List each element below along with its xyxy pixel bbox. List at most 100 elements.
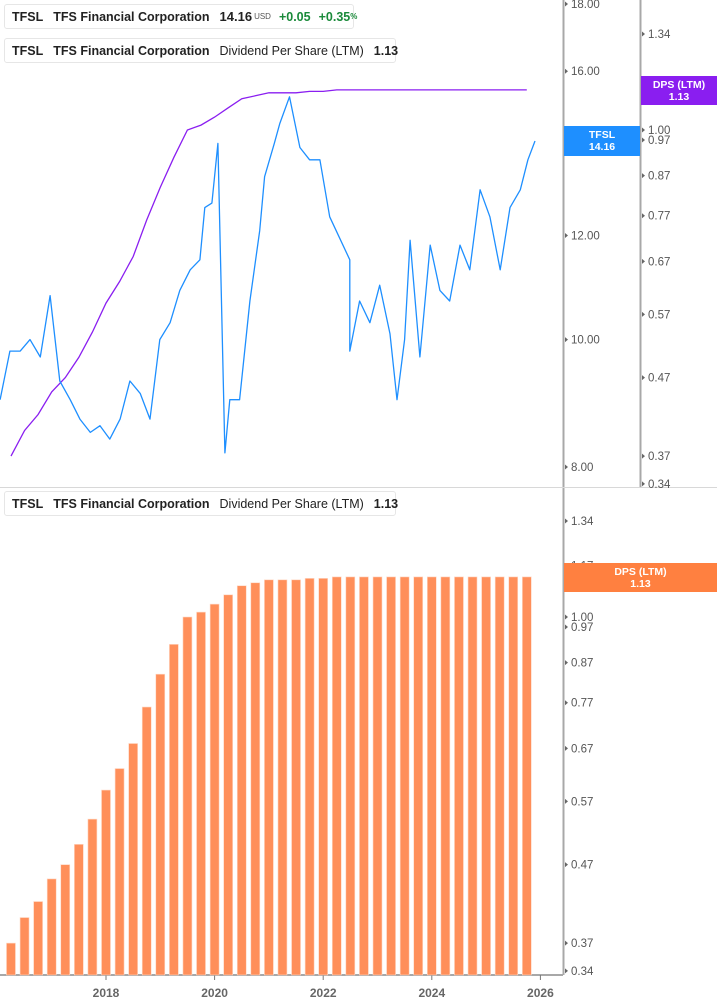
dps-bar — [74, 844, 84, 976]
price-tick-label: 18.00 — [571, 0, 600, 11]
bottom-y-tick-label: 0.34 — [571, 966, 594, 978]
x-tick-label: 2022 — [310, 986, 337, 1000]
price-tick-label-mark — [565, 1, 568, 7]
price-tick-label: 8.00 — [571, 462, 593, 474]
dps-bar — [426, 576, 437, 976]
dps-bar — [209, 603, 220, 976]
dps-tick-label-mark — [642, 375, 645, 381]
dps-bar — [169, 644, 179, 976]
bottom-y-tick-label-mark — [565, 940, 568, 946]
price-tick-label-mark — [565, 337, 568, 343]
dps-bar — [440, 576, 451, 976]
dps-bar — [60, 864, 71, 976]
legend-price-value: 14.16 — [219, 9, 253, 24]
dps-bar — [46, 878, 57, 976]
dps-bar — [454, 576, 464, 976]
dps-bar — [250, 582, 261, 976]
dps-bar — [304, 578, 315, 976]
dps-tick-label-mark — [642, 311, 645, 317]
legend-metric: Dividend Per Share (LTM) — [219, 43, 364, 58]
dps-bar — [101, 789, 111, 976]
legend-value: 1.13 — [373, 43, 399, 58]
dps-bar — [318, 578, 329, 976]
dps-tick-label-mark — [642, 213, 645, 219]
dps-bar — [19, 917, 30, 976]
tag-label: TFSL — [588, 129, 616, 141]
bottom-y-tick-label-mark — [565, 614, 568, 620]
dps-bar — [345, 576, 356, 976]
bottom-y-tick-label: 0.87 — [571, 658, 593, 670]
price-tick-label: 12.00 — [571, 230, 600, 242]
bottom-y-tick-label: 1.00 — [571, 612, 593, 624]
dps-bar — [331, 576, 342, 976]
dps-bar — [87, 818, 98, 976]
dps-bar — [223, 594, 233, 976]
dps-top-last-value-tag: DPS (LTM) 1.13 — [641, 76, 717, 105]
dps-bar — [196, 611, 206, 976]
x-tick-label: 2020 — [201, 986, 228, 1000]
bottom-y-tick-label: 0.57 — [571, 796, 593, 808]
legend-currency: USD — [254, 12, 271, 21]
tag-value: 1.13 — [630, 577, 651, 590]
dps-bar — [155, 673, 166, 976]
legend-metric: Dividend Per Share (LTM) — [219, 496, 364, 511]
bottom-y-tick-label: 0.47 — [571, 860, 593, 872]
legend-ticker: TFSL — [12, 496, 44, 511]
legend-dps-bottom: TFSL TFS Financial Corporation Dividend … — [4, 491, 399, 516]
price-tick-label: 16.00 — [571, 66, 600, 78]
legend-company: TFS Financial Corporation — [53, 43, 210, 58]
dps-bar — [494, 576, 505, 976]
bottom-y-tick-label: 0.37 — [571, 938, 593, 950]
price-tick-label: 10.00 — [571, 335, 600, 347]
bottom-y-tick-label-mark — [565, 798, 568, 804]
dps-line — [10, 89, 527, 457]
dps-tick-label: 0.57 — [648, 309, 670, 321]
x-tick-label: 2026 — [527, 986, 554, 1000]
tag-value: 14.16 — [588, 141, 616, 153]
dps-tick-label: 0.47 — [648, 373, 670, 385]
dps-tick-label-mark — [642, 258, 645, 264]
dps-bar — [522, 576, 532, 976]
dps-bar — [264, 579, 274, 976]
dps-bar — [141, 706, 152, 976]
bottom-y-tick-label: 1.34 — [571, 516, 594, 528]
bottom-y-tick-label-mark — [565, 700, 568, 706]
price-line — [0, 96, 536, 454]
dps-bar — [33, 901, 43, 976]
dps-bar — [277, 579, 288, 976]
price-last-value-tag: TFSL 14.16 — [564, 126, 640, 156]
dps-bar — [128, 743, 138, 976]
dps-tick-label: 0.97 — [648, 135, 670, 147]
legend-price: TFSL TFS Financial Corporation 14.16 USD… — [4, 4, 357, 29]
dps-bar — [399, 576, 410, 976]
bottom-y-tick-label-mark — [565, 968, 568, 974]
dps-bar — [372, 576, 383, 976]
dps-bar — [467, 576, 478, 976]
dps-tick-label-mark — [642, 453, 645, 459]
legend-company: TFS Financial Corporation — [53, 9, 210, 24]
dps-bar — [6, 942, 16, 976]
dps-tick-label: 0.77 — [648, 211, 670, 223]
dps-tick-label: 0.87 — [648, 171, 670, 183]
bottom-y-tick-label-mark — [565, 624, 568, 630]
dps-tick-label-mark — [642, 137, 645, 143]
price-tick-label-mark — [565, 232, 568, 238]
legend-ticker: TFSL — [12, 43, 44, 58]
dps-bar — [508, 576, 519, 976]
dps-bar — [359, 576, 369, 976]
bottom-y-tick-label-mark — [565, 660, 568, 666]
price-tick-label-mark — [565, 464, 568, 470]
tag-value: 1.13 — [668, 90, 690, 103]
tag-label: DPS (LTM) — [652, 78, 706, 91]
dps-tick-label-mark — [642, 127, 645, 133]
legend-company: TFS Financial Corporation — [53, 496, 210, 511]
dps-bar — [236, 585, 247, 976]
dps-tick-label-mark — [642, 481, 645, 487]
legend-ticker: TFSL — [12, 9, 44, 24]
price-tick-label-mark — [565, 68, 568, 74]
dps-bar — [291, 579, 301, 976]
tag-label: DPS (LTM) — [614, 565, 667, 578]
dps-bar — [182, 616, 193, 976]
legend-value: 1.13 — [373, 496, 399, 511]
